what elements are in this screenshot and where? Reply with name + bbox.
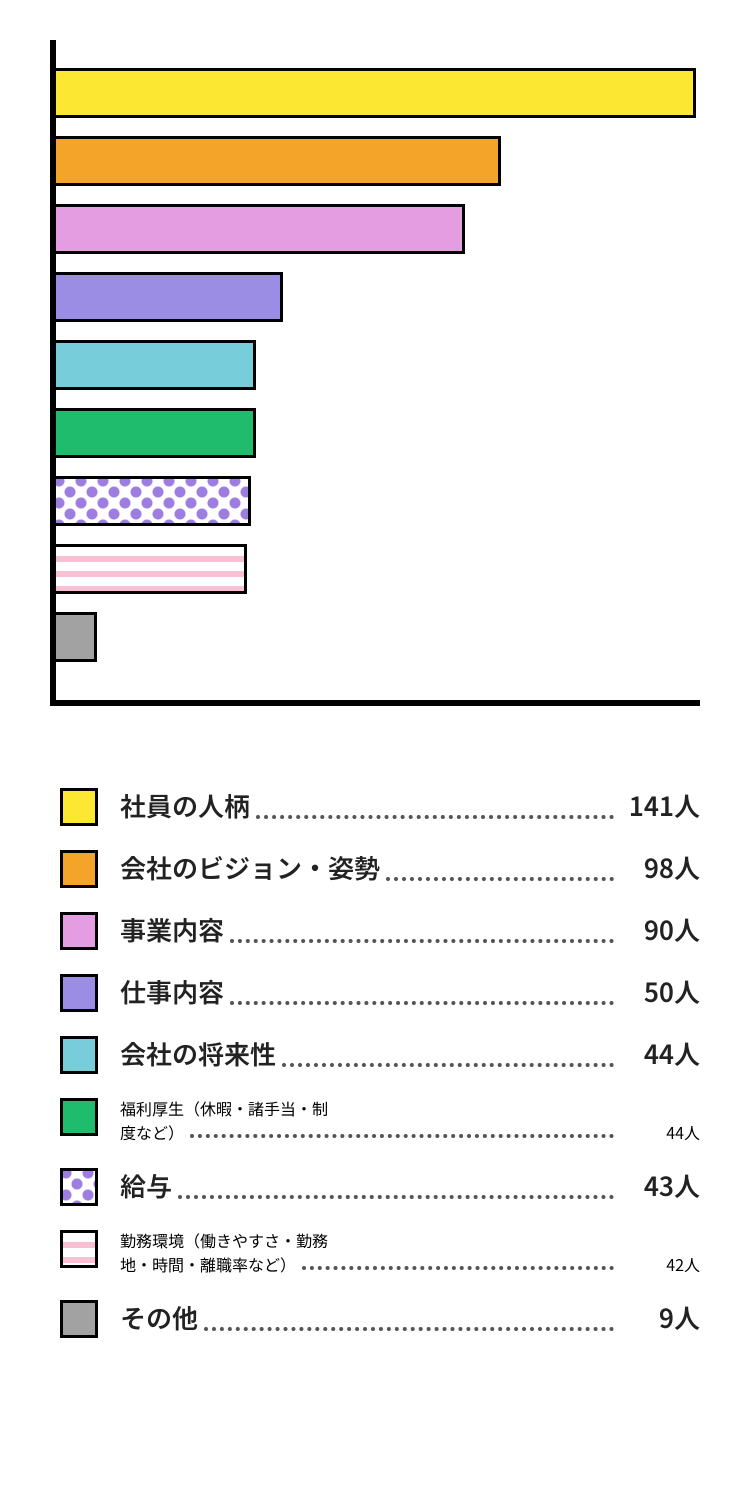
legend-value: 50人: [620, 972, 700, 1011]
bar-7: [56, 544, 247, 594]
legend-value: 9人: [620, 1298, 700, 1337]
legend-value: 90人: [620, 910, 700, 949]
legend-row: 勤務環境（働きやすさ・勤務地・時間・離職率など） 42人: [60, 1228, 700, 1276]
legend-label: その他: [120, 1298, 198, 1337]
bar-3: [56, 272, 283, 322]
dot-leader: [386, 860, 614, 881]
legend-swatch: [60, 1230, 98, 1268]
legend-row: 仕事内容 50人: [60, 972, 700, 1012]
legend-label: 給与: [120, 1166, 172, 1205]
legend-value: 44人: [620, 1034, 700, 1073]
legend-value: 98人: [620, 848, 700, 887]
legend-text: 勤務環境（働きやすさ・勤務地・時間・離職率など） 42人: [120, 1228, 700, 1276]
dot-leader: [190, 1125, 614, 1138]
legend-value: 44人: [620, 1120, 700, 1144]
legend-swatch: [60, 912, 98, 950]
dot-leader: [282, 1046, 614, 1067]
legend-swatch: [60, 1098, 98, 1136]
bar-8: [56, 612, 97, 662]
dot-leader: [302, 1257, 614, 1270]
legend-row: その他 9人: [60, 1298, 700, 1338]
bar-1: [56, 136, 501, 186]
bar-4: [56, 340, 256, 390]
legend-label: 事業内容: [120, 910, 224, 949]
bar-0: [56, 68, 696, 118]
bar-5: [56, 408, 256, 458]
legend-text: 仕事内容 50人: [120, 972, 700, 1011]
legend-label: 福利厚生（休暇・諸手当・制: [120, 1096, 328, 1120]
bar-chart: [50, 40, 700, 706]
legend-text: 給与 43人: [120, 1166, 700, 1205]
legend-swatch: [60, 1036, 98, 1074]
legend-row: 福利厚生（休暇・諸手当・制度など） 44人: [60, 1096, 700, 1144]
legend-swatch: [60, 1300, 98, 1338]
legend-swatch: [60, 850, 98, 888]
legend-label: 社員の人柄: [120, 786, 250, 825]
legend-label: 仕事内容: [120, 972, 224, 1011]
legend-text: 事業内容 90人: [120, 910, 700, 949]
bar-6: [56, 476, 251, 526]
legend-label: 地・時間・離職率など）: [120, 1252, 296, 1276]
legend-row: 事業内容 90人: [60, 910, 700, 950]
legend-value: 42人: [620, 1252, 700, 1276]
legend-label: 会社のビジョン・姿勢: [120, 848, 380, 887]
legend-label: 度など）: [120, 1120, 184, 1144]
legend-value: 141人: [620, 786, 700, 825]
legend-text: 会社のビジョン・姿勢 98人: [120, 848, 700, 887]
legend-label: 会社の将来性: [120, 1034, 276, 1073]
dot-leader: [256, 798, 614, 819]
legend-text: その他 9人: [120, 1298, 700, 1337]
bar-2: [56, 204, 465, 254]
legend-text: 会社の将来性 44人: [120, 1034, 700, 1073]
dot-leader: [204, 1310, 614, 1331]
dot-leader: [230, 984, 614, 1005]
legend-text: 福利厚生（休暇・諸手当・制度など） 44人: [120, 1096, 700, 1144]
chart-legend: 社員の人柄 141人会社のビジョン・姿勢 98人事業内容 90人仕事内容 50人会社の将…: [50, 786, 700, 1338]
legend-row: 給与 43人: [60, 1166, 700, 1206]
legend-row: 会社の将来性 44人: [60, 1034, 700, 1074]
dot-leader: [178, 1178, 614, 1199]
legend-swatch: [60, 974, 98, 1012]
legend-row: 社員の人柄 141人: [60, 786, 700, 826]
legend-text: 社員の人柄 141人: [120, 786, 700, 825]
legend-row: 会社のビジョン・姿勢 98人: [60, 848, 700, 888]
dot-leader: [230, 922, 614, 943]
legend-label: 勤務環境（働きやすさ・勤務: [120, 1228, 328, 1252]
legend-value: 43人: [620, 1166, 700, 1205]
legend-swatch: [60, 788, 98, 826]
legend-swatch: [60, 1168, 98, 1206]
